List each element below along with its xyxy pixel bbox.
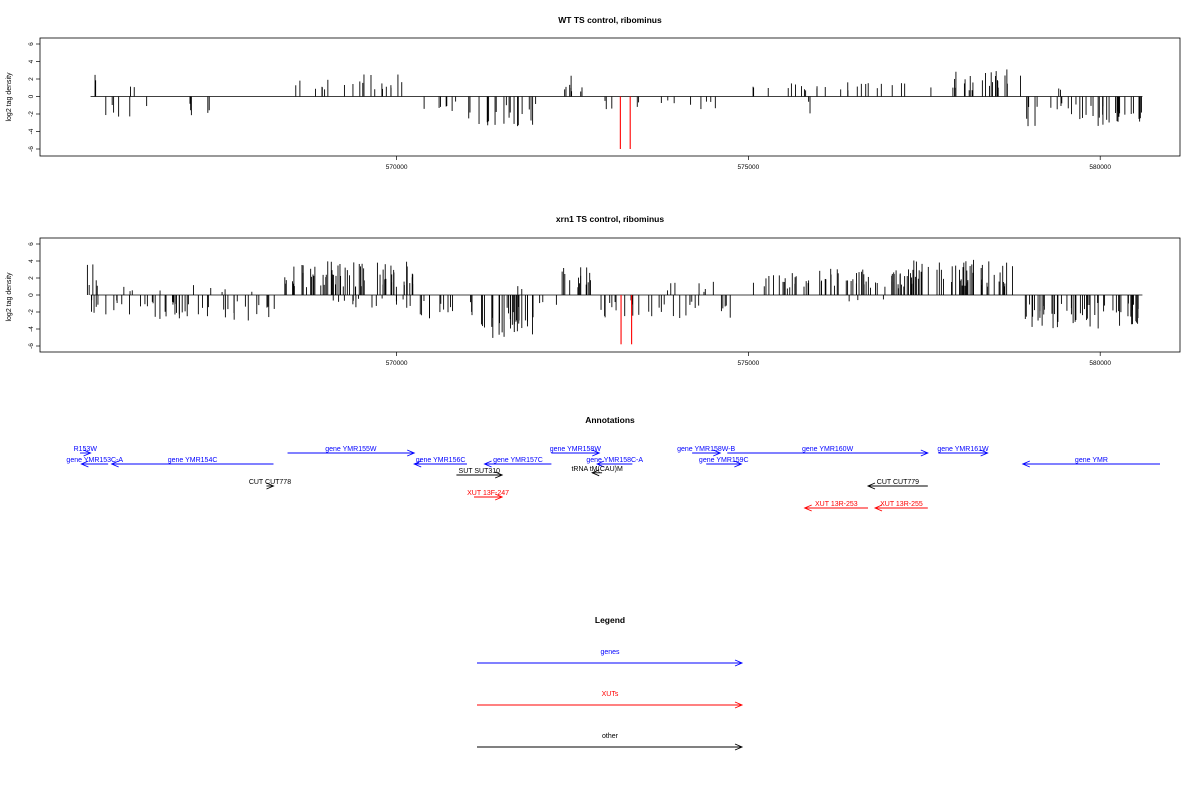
feature-label: XUT 13R-255 (880, 501, 923, 508)
wt-y-axis: 6 4 2 0 -2 -4 -6 (28, 42, 40, 152)
feature-label: gene YMR161W (937, 446, 989, 453)
legend-title: Legend (595, 615, 625, 625)
wt-bars (90, 69, 1143, 149)
feature-label: gene YMR154C (168, 457, 218, 464)
y-tick-label: -2 (28, 111, 35, 117)
feature-arrow (938, 449, 989, 457)
legend-label: XUTs (602, 691, 619, 698)
feature-label: gene YMR158C-A (586, 457, 643, 464)
feature-label: gene YMR (1075, 457, 1108, 464)
y-tick-label: 0 (28, 293, 35, 297)
feature-arrow (80, 449, 92, 457)
y-tick-label: 6 (28, 242, 35, 246)
x-tick-label: 580000 (1089, 360, 1111, 367)
feature-arrow (1021, 460, 1160, 468)
x-tick-label: 575000 (738, 360, 760, 367)
feature-label: gene YMR158W (550, 446, 602, 453)
y-tick-label: 6 (28, 42, 35, 46)
feature-label: tRNA tM(CAU)M (571, 466, 623, 473)
feature-label: gene YMR160W (802, 446, 854, 453)
feature-label: gene YMR155W (325, 446, 377, 453)
feature-label: SUT SUT310 (459, 468, 501, 475)
wt-track-panel: WT TS control, ribominus log2 tag densit… (6, 15, 1181, 171)
feature-arrow (866, 482, 928, 490)
feature-arrow (803, 504, 869, 512)
feature-label: gene YMR153C-A (66, 457, 123, 464)
feature-label: gene YMR156C (416, 457, 466, 464)
feature-arrow (80, 460, 109, 468)
xrn1-y-axis: 6 4 2 0 -2 -4 -6 (28, 242, 40, 349)
feature-arrow (287, 449, 416, 457)
legend-arrow (477, 743, 744, 751)
y-tick-label: -4 (28, 326, 35, 332)
legend-label: genes (600, 649, 620, 656)
legend-panel: Legend genes XUTs other (477, 615, 744, 751)
x-tick-label: 570000 (386, 360, 408, 367)
x-tick-label: 575000 (738, 164, 760, 171)
x-tick-label: 570000 (386, 164, 408, 171)
feature-label: R153W (74, 446, 98, 453)
feature-label: gene YMR159C (699, 457, 749, 464)
feature-label: gene YMR158W-B (677, 446, 735, 453)
xrn1-track-ylabel: log2 tag density (6, 272, 13, 322)
annotations-title: Annotations (585, 415, 635, 425)
feature-arrow (483, 460, 552, 468)
y-tick-label: -6 (28, 146, 35, 152)
feature-label: CUT CUT778 (249, 479, 291, 486)
feature-arrow (595, 460, 633, 468)
feature-label: XUT 13R-253 (815, 501, 858, 508)
annotation-features: R153W gene YMR153C-A gene YMR154C gene YMR1… (66, 446, 1160, 512)
feature-label: gene YMR157C (493, 457, 543, 464)
wt-track-title: WT TS control, ribominus (558, 15, 662, 25)
feature-arrow (110, 460, 274, 468)
xrn1-bars (86, 259, 1143, 345)
legend-items: genes XUTs other (477, 649, 744, 751)
y-tick-label: 4 (28, 259, 35, 263)
feature-arrow (456, 471, 504, 479)
feature-arrow (727, 449, 929, 457)
legend-arrow (477, 701, 744, 709)
feature-arrow (692, 449, 722, 457)
xrn1-track-title: xrn1 TS control, ribominus (556, 214, 664, 224)
feature-arrow (591, 469, 603, 477)
y-tick-label: -6 (28, 343, 35, 349)
y-tick-label: 2 (28, 77, 35, 81)
feature-label: XUT 13F-247 (467, 490, 509, 497)
xrn1-track-panel: xrn1 TS control, ribominus log2 tag dens… (6, 214, 1181, 367)
feature-label: CUT CUT779 (877, 479, 919, 486)
y-tick-label: -2 (28, 309, 35, 315)
y-tick-label: 0 (28, 94, 35, 98)
y-tick-label: 4 (28, 59, 35, 63)
y-tick-label: -4 (28, 128, 35, 134)
xrn1-x-axis: 570000 575000 580000 (386, 352, 1111, 367)
x-tick-label: 580000 (1089, 164, 1111, 171)
wt-track-ylabel: log2 tag density (6, 72, 13, 122)
legend-arrow (477, 659, 744, 667)
wt-plot-frame (39, 37, 1181, 157)
wt-x-axis: 570000 575000 580000 (386, 156, 1111, 171)
legend-label: other (602, 733, 619, 740)
feature-arrow (551, 449, 601, 457)
y-tick-label: 2 (28, 276, 35, 280)
feature-arrow (873, 504, 928, 512)
feature-arrow (266, 482, 275, 490)
feature-arrow (413, 460, 467, 468)
feature-arrow (706, 460, 743, 468)
feature-arrow (474, 493, 504, 501)
annotations-panel: Annotations R153W gene YMR153C-A gene YMR1… (66, 415, 1160, 512)
